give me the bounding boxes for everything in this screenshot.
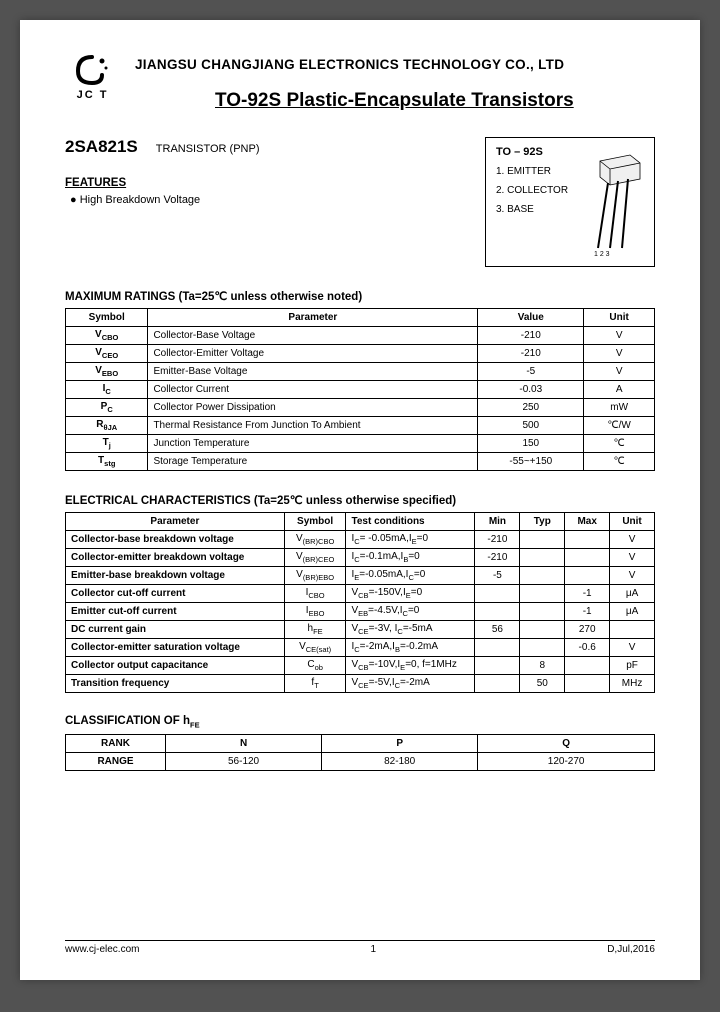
- table-row: Collector-emitter saturation voltageVCE(…: [66, 639, 655, 657]
- doc-title: TO-92S Plastic-Encapsulate Transistors: [215, 90, 655, 112]
- max-ratings-heading: MAXIMUM RATINGS (Ta=25℃ unless otherwise…: [65, 289, 655, 303]
- table-row: VCBOCollector-Base Voltage-210V: [66, 327, 655, 345]
- package-icon: 1 2 3: [588, 153, 646, 258]
- part-type: TRANSISTOR (PNP): [156, 143, 260, 155]
- max-ratings-table: SymbolParameterValueUnit VCBOCollector-B…: [65, 308, 655, 471]
- table-row: VEBOEmitter-Base Voltage-5V: [66, 363, 655, 381]
- svg-text:1 2 3: 1 2 3: [594, 251, 610, 258]
- table-header-row: ParameterSymbolTest conditionsMinTypMaxU…: [66, 513, 655, 531]
- table-row: Transition frequencyfTVCE=-5V,IC=-2mA50M…: [66, 675, 655, 693]
- table-row: TjJunction Temperature150℃: [66, 435, 655, 453]
- elec-char-table: ParameterSymbolTest conditionsMinTypMaxU…: [65, 512, 655, 693]
- part-number: 2SA821S: [65, 137, 138, 157]
- table-row: Emitter-base breakdown voltageV(BR)EBOIE…: [66, 567, 655, 585]
- table-row: Collector-base breakdown voltageV(BR)CBO…: [66, 531, 655, 549]
- footer-url: www.cj-elec.com: [65, 944, 139, 955]
- footer-date: D,Jul,2016: [607, 944, 655, 955]
- company-name: JIANGSU CHANGJIANG ELECTRONICS TECHNOLOG…: [135, 57, 655, 72]
- datasheet-page: JC T JIANGSU CHANGJIANG ELECTRONICS TECH…: [20, 20, 700, 980]
- logo: JC T: [65, 55, 120, 101]
- table-header-row: SymbolParameterValueUnit: [66, 309, 655, 327]
- header: JC T JIANGSU CHANGJIANG ELECTRONICS TECH…: [65, 55, 655, 112]
- features-heading: FEATURES: [65, 177, 485, 189]
- table-row: VCEOCollector-Emitter Voltage-210V: [66, 345, 655, 363]
- classification-heading: CLASSIFICATION OF hFE: [65, 715, 655, 729]
- table-row: RANGE56-12082-180120-270: [66, 753, 655, 771]
- table-row: DC current gainhFEVCE=-3V, IC=-5mA56270: [66, 621, 655, 639]
- table-row: Collector output capacitanceCobVCB=-10V,…: [66, 657, 655, 675]
- page-footer: www.cj-elec.com 1 D,Jul,2016: [65, 940, 655, 955]
- table-row: TstgStorage Temperature-55~+150℃: [66, 453, 655, 471]
- footer-page: 1: [371, 944, 377, 955]
- logo-text: JC T: [65, 89, 120, 101]
- table-row: PCCollector Power Dissipation250mW: [66, 399, 655, 417]
- table-row: Emitter cut-off currentIEBOVEB=-4.5V,IC=…: [66, 603, 655, 621]
- table-row: Collector-emitter breakdown voltageV(BR)…: [66, 549, 655, 567]
- elec-char-heading: ELECTRICAL CHARACTERISTICS (Ta=25℃ unles…: [65, 493, 655, 507]
- table-row: RθJAThermal Resistance From Junction To …: [66, 417, 655, 435]
- table-header-row: RANKNPQ: [66, 735, 655, 753]
- logo-swirl-icon: [70, 55, 115, 87]
- feature-item: High Breakdown Voltage: [70, 194, 485, 206]
- intro-section: 2SA821S TRANSISTOR (PNP) FEATURES High B…: [65, 137, 655, 267]
- classification-table: RANKNPQ RANGE56-12082-180120-270: [65, 734, 655, 771]
- table-row: Collector cut-off currentICBOVCB=-150V,I…: [66, 585, 655, 603]
- package-diagram: TO – 92S 1. EMITTER 2. COLLECTOR 3. BASE…: [485, 137, 655, 267]
- table-row: ICCollector Current-0.03A: [66, 381, 655, 399]
